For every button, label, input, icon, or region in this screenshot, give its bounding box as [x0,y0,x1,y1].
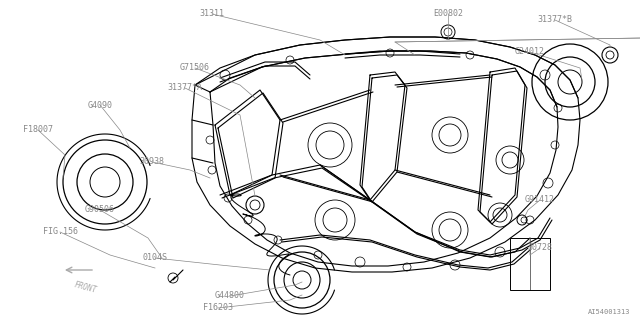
Text: AI54001313: AI54001313 [588,309,630,315]
Text: 31377*A: 31377*A [168,84,202,92]
Text: 30728: 30728 [527,244,552,252]
Text: 0104S: 0104S [143,253,168,262]
Text: G4090: G4090 [88,100,113,109]
Text: G90506: G90506 [85,205,115,214]
Text: 30938: 30938 [140,157,164,166]
Text: F16203: F16203 [203,303,233,313]
Text: FRONT: FRONT [73,280,97,295]
Text: 31377*B: 31377*B [538,15,573,25]
Text: F18007: F18007 [23,125,53,134]
Text: 31311: 31311 [200,10,225,19]
Text: G44800: G44800 [215,292,245,300]
Bar [510,238,550,290]
Text: FIG.156: FIG.156 [42,228,77,236]
Text: G24012: G24012 [515,47,545,57]
Text: E00802: E00802 [433,10,463,19]
Text: G71506: G71506 [180,63,210,73]
Text: G91412: G91412 [525,196,555,204]
